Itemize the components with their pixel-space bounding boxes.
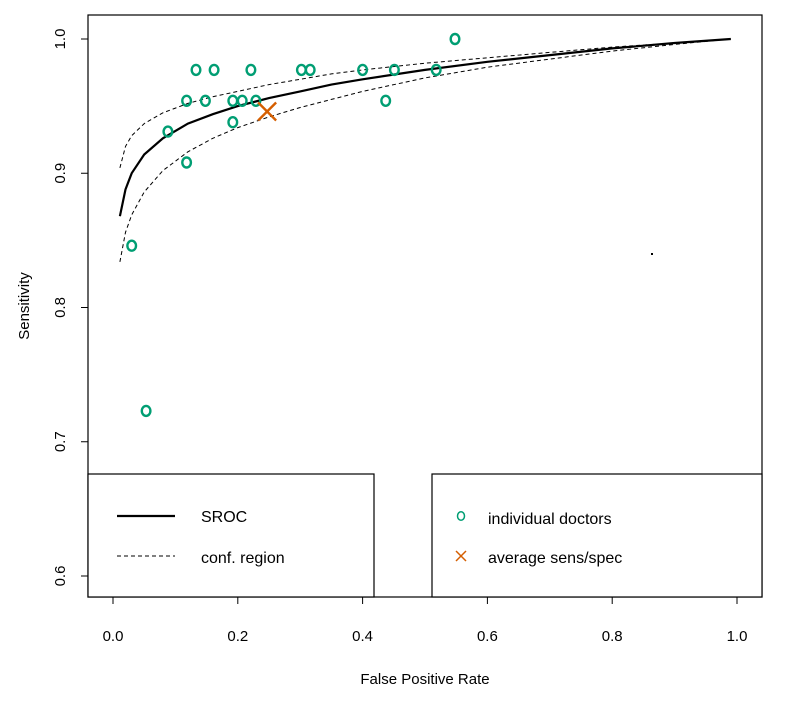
confidence-region-curve: [119, 38, 731, 262]
doctor-point: [227, 115, 239, 129]
doctor-point: [380, 94, 392, 108]
axes: 0.0 0.2 0.4 0.6 0.8 1.0 0.6 0.7 0.8 0.9 1.0: [52, 29, 747, 645]
x-tick-label: 0.8: [602, 628, 623, 645]
doctor-point: [430, 63, 442, 77]
data-points: [126, 32, 461, 418]
stray-dot: [651, 253, 653, 255]
doctor-point: [162, 125, 174, 138]
x-tick-label: 0.6: [477, 628, 498, 645]
doctor-point: [190, 63, 202, 77]
x-tick-label: 0.2: [227, 628, 248, 645]
y-tick-label: 0.7: [52, 431, 69, 452]
y-tick-label: 0.9: [52, 163, 69, 184]
legend-average-label: average sens/spec: [488, 550, 622, 567]
legend-left-box: [87, 473, 375, 598]
legend-right-box: [431, 473, 763, 598]
y-tick-label: 0.6: [52, 566, 69, 587]
y-tick-label: 1.0: [52, 29, 69, 50]
doctor-point: [181, 156, 193, 169]
doctor-point: [357, 63, 369, 77]
doctor-point: [236, 94, 248, 108]
doctor-point: [295, 63, 307, 77]
doctor-point: [199, 94, 211, 108]
y-tick-label: 0.8: [52, 297, 69, 318]
average-point: [257, 101, 277, 122]
average-point-stroke: [257, 101, 277, 122]
legend-conf-region-label: conf. region: [201, 550, 285, 567]
legend-left: SROC conf. region: [87, 473, 375, 598]
doctor-point: [181, 94, 193, 108]
doctor-point: [388, 63, 400, 77]
legend-doctors-marker-icon: [456, 511, 466, 521]
doctor-point: [208, 63, 220, 77]
confidence-region-curve: [119, 38, 731, 169]
x-axis-title: False Positive Rate: [360, 671, 489, 688]
legend-sroc-label: SROC: [201, 509, 247, 526]
x-tick-label: 1.0: [727, 628, 748, 645]
x-tick-label: 0.0: [103, 628, 124, 645]
doctor-point: [304, 63, 316, 77]
doctor-point: [245, 63, 257, 77]
doctor-point: [126, 239, 138, 252]
y-axis-title: Sensitivity: [16, 272, 33, 340]
legend-doctors-label: individual doctors: [488, 511, 612, 528]
doctor-point: [140, 404, 152, 418]
doctor-point: [449, 32, 461, 46]
plot-frame: [87, 14, 763, 598]
curves: [118, 37, 731, 262]
legend-right: individual doctors average sens/spec: [431, 473, 763, 598]
sroc-curve: [118, 37, 731, 217]
doctor-point: [250, 94, 262, 108]
x-tick-label: 0.4: [352, 628, 373, 645]
doctor-point: [227, 94, 239, 108]
legend-average-marker-icon: [455, 550, 467, 562]
